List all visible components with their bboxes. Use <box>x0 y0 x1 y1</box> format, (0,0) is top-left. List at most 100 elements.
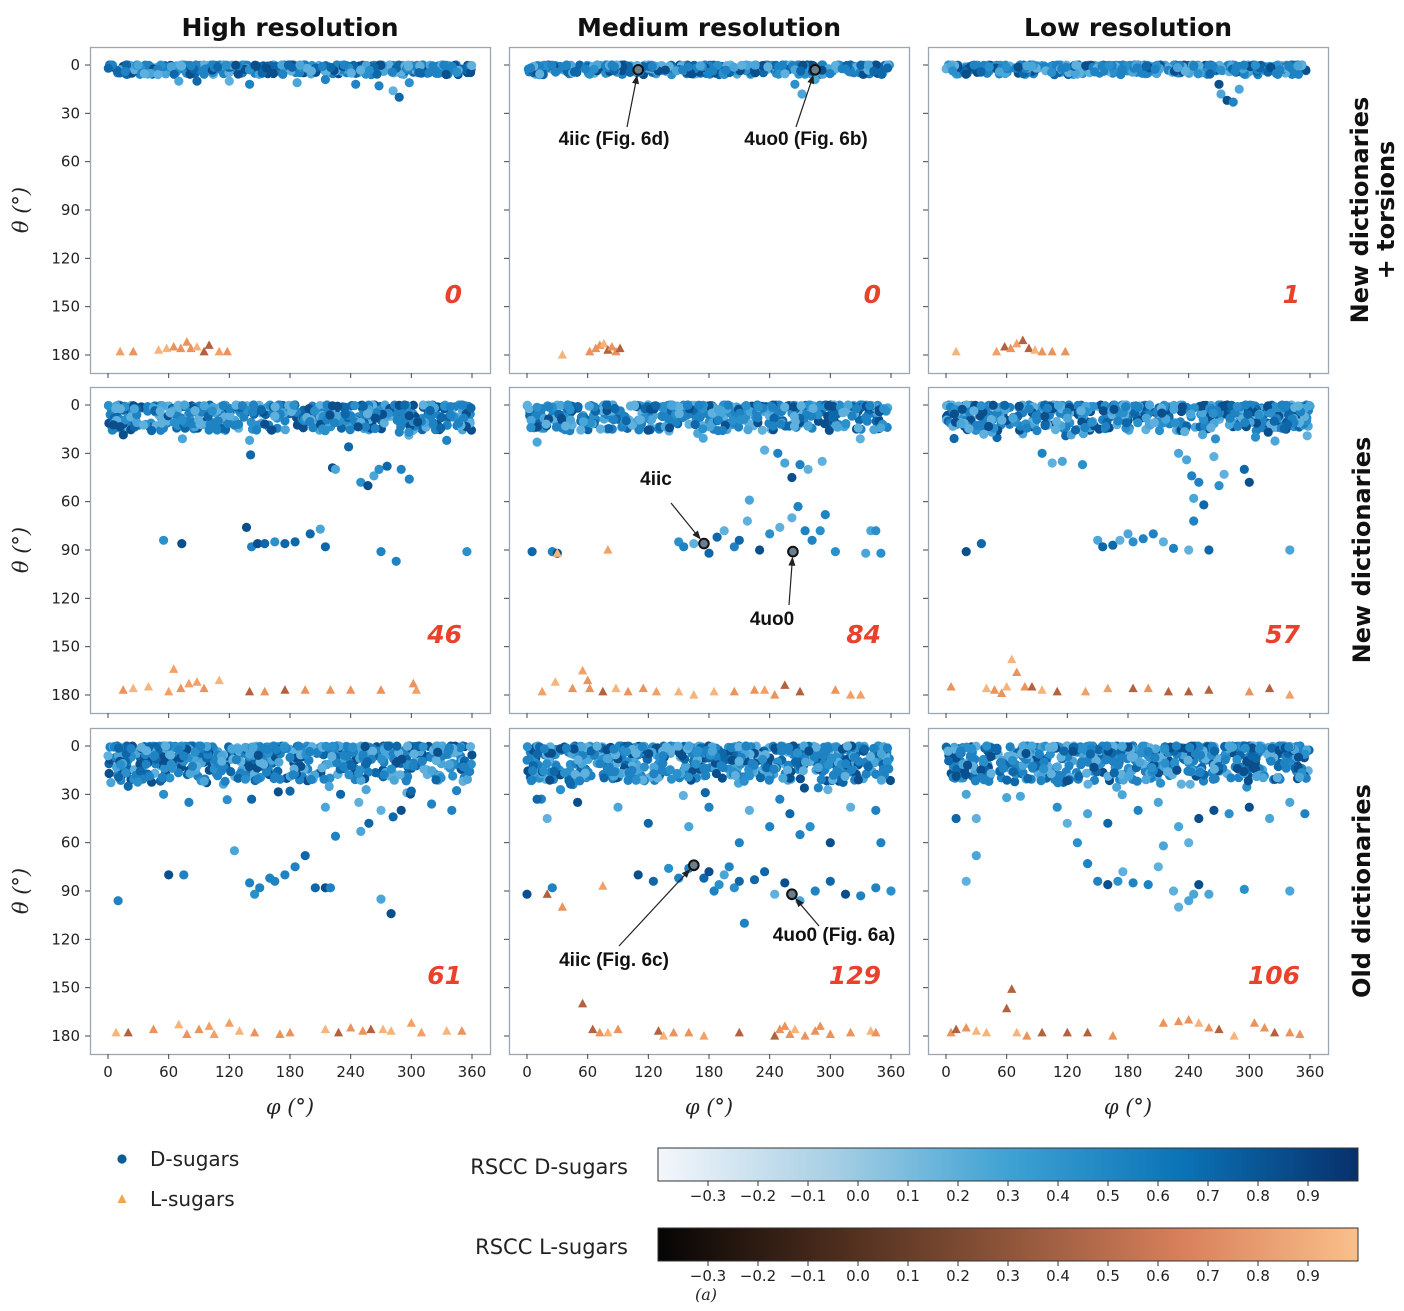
d-sugar-point <box>1116 769 1126 779</box>
l-sugar-point <box>1037 685 1047 694</box>
d-sugar-point <box>177 434 187 444</box>
d-sugar-point <box>388 86 398 96</box>
d-sugar-point <box>361 785 371 795</box>
d-sugar-point <box>595 759 605 769</box>
d-sugar-point <box>1076 760 1086 770</box>
d-sugar-point <box>1173 63 1183 73</box>
d-sugar-point <box>549 766 559 776</box>
d-sugar-point <box>635 415 645 425</box>
l-sugar-point <box>143 681 154 691</box>
l-sugar-point <box>856 690 866 699</box>
d-sugar-point <box>765 529 775 539</box>
d-sugar-point <box>266 425 277 435</box>
d-sugar-point <box>404 427 414 437</box>
d-sugar-point <box>882 743 893 753</box>
d-sugar-point <box>780 69 790 79</box>
d-sugar-point <box>707 746 717 756</box>
d-sugar-point <box>1128 537 1138 547</box>
d-sugar-point <box>370 423 380 434</box>
d-sugar-point <box>734 756 744 766</box>
d-sugar-point <box>356 775 366 785</box>
d-sugar-point <box>801 757 811 767</box>
d-sugar-point <box>825 838 835 848</box>
y-tick-label: 60 <box>61 153 80 171</box>
d-sugar-point <box>161 741 171 751</box>
d-sugar-point <box>395 770 405 780</box>
d-sugar-point <box>815 526 825 536</box>
d-sugar-point <box>271 744 281 754</box>
d-sugar-point <box>133 777 143 787</box>
d-sugar-point <box>621 416 631 426</box>
d-sugar-point <box>237 401 247 411</box>
l-sugar-point <box>866 1026 876 1035</box>
d-sugar-point <box>988 400 998 410</box>
d-sugar-point <box>869 66 879 76</box>
d-sugar-point <box>886 886 896 896</box>
d-sugar-point <box>1087 417 1097 427</box>
d-sugar-point <box>336 789 346 799</box>
d-sugar-point <box>976 401 986 411</box>
d-sugar-point <box>580 768 590 778</box>
d-sugar-point <box>1189 61 1199 71</box>
l-sugar-point <box>115 346 125 356</box>
d-sugar-point <box>629 400 639 410</box>
outlier-count: 0 <box>864 280 881 309</box>
d-sugar-point <box>370 768 381 778</box>
d-sugar-point <box>1206 423 1216 433</box>
d-sugar-point <box>854 756 864 767</box>
d-sugar-point <box>796 66 806 76</box>
d-sugar-point <box>610 767 620 777</box>
l-sugar-point <box>111 1027 121 1037</box>
d-sugar-point <box>778 773 788 783</box>
y-tick-label: 120 <box>51 930 80 948</box>
d-sugar-point <box>757 425 767 435</box>
d-sugar-point <box>327 741 338 751</box>
d-sugar-point <box>1014 401 1024 411</box>
d-sugar-point <box>466 67 476 78</box>
d-sugar-point <box>167 763 177 773</box>
d-sugar-point <box>374 464 384 474</box>
d-sugar-point <box>649 762 659 772</box>
d-sugar-point <box>547 883 557 893</box>
d-sugar-point <box>1015 791 1025 801</box>
d-sugar-point <box>288 770 298 780</box>
d-sugar-point <box>825 69 835 79</box>
d-sugar-point <box>539 744 549 754</box>
d-sugar-point <box>730 770 740 781</box>
d-sugar-point <box>116 760 126 770</box>
d-sugar-point <box>220 776 230 786</box>
scatter-panel: 1 <box>923 46 1330 378</box>
d-sugar-band <box>103 741 477 805</box>
d-sugar-point <box>126 744 136 754</box>
l-sugar-point <box>1020 681 1030 691</box>
d-sugar-point <box>431 775 441 785</box>
l-sugar-point <box>669 1027 679 1037</box>
d-sugar-point <box>682 400 692 410</box>
d-sugar-point <box>876 748 886 759</box>
d-sugar-point <box>532 402 542 412</box>
d-sugar-point <box>699 763 709 773</box>
d-sugar-point <box>1270 436 1280 446</box>
d-sugar-point <box>447 805 457 815</box>
d-sugar-point <box>767 402 778 412</box>
d-sugar-point <box>780 878 790 888</box>
d-sugar-point <box>586 418 596 428</box>
d-sugar-point <box>246 417 256 427</box>
d-sugar-point <box>279 742 289 753</box>
d-sugar-point <box>861 413 871 423</box>
d-sugar-point <box>1113 416 1123 426</box>
d-sugar-point <box>1108 756 1118 767</box>
l-sugar-point <box>1018 335 1028 345</box>
d-sugar-point <box>353 422 363 432</box>
l-sugar-point <box>1080 686 1091 696</box>
d-sugar-point <box>810 886 820 896</box>
d-sugar-point <box>745 771 755 781</box>
d-sugar-point <box>404 474 414 484</box>
d-sugar-point <box>842 741 852 751</box>
d-sugar-point <box>570 769 580 779</box>
d-sugar-point <box>376 894 386 904</box>
d-sugar-point <box>798 766 808 776</box>
d-sugar-point <box>165 408 175 418</box>
d-sugar-point <box>274 757 284 767</box>
